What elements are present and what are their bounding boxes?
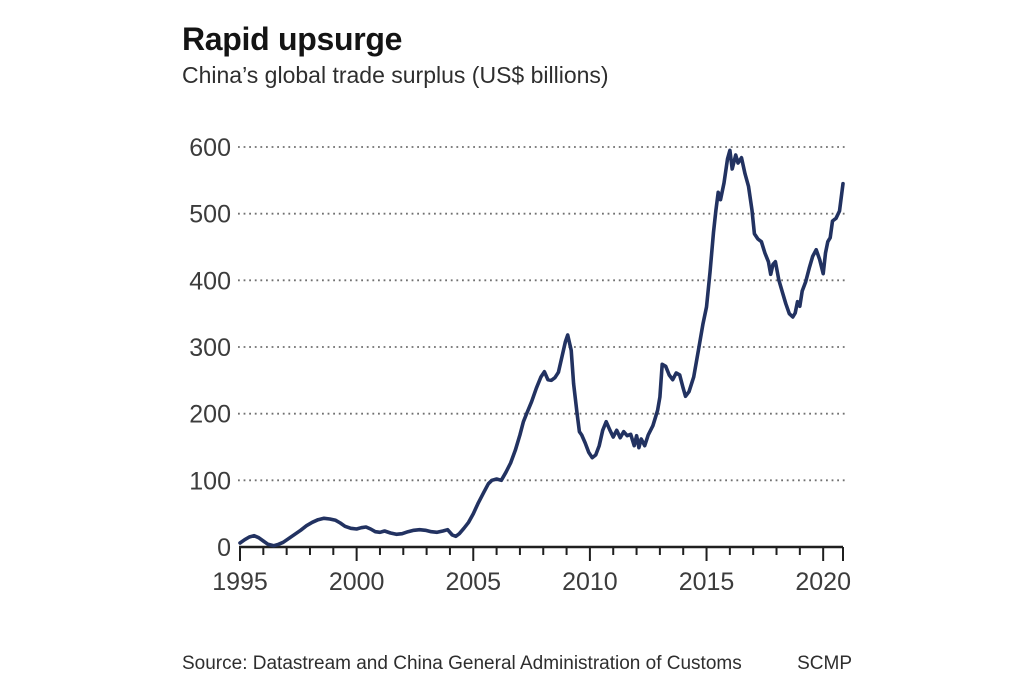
x-tick-label-2000: 2000 (329, 568, 385, 596)
y-tick-label-400: 400 (189, 267, 231, 295)
chart-title: Rapid upsurge (182, 21, 403, 57)
x-tick-label-2010: 2010 (562, 568, 618, 596)
chart-footer: Source: Datastream and China General Adm… (182, 652, 852, 676)
y-tick-label-600: 600 (189, 134, 231, 162)
y-tick-label-300: 300 (189, 334, 231, 362)
y-tick-label-100: 100 (189, 467, 231, 495)
x-tick-label-2020: 2020 (795, 568, 851, 596)
source-text: Source: Datastream and China General Adm… (182, 653, 742, 674)
x-tick-label-2005: 2005 (445, 568, 501, 596)
x-tick-label-1995: 1995 (212, 568, 268, 596)
y-tick-label-200: 200 (189, 401, 231, 429)
chart-header: Rapid upsurge China’s global trade surpl… (182, 20, 609, 90)
y-tick-label-500: 500 (189, 201, 231, 229)
trade-surplus-line (238, 148, 845, 548)
chart-subtitle: China’s global trade surplus (US$ billio… (182, 62, 609, 88)
scmp-credit: SCMP (797, 653, 852, 674)
y-tick-label-0: 0 (217, 534, 231, 562)
x-tick-label-2015: 2015 (679, 568, 735, 596)
